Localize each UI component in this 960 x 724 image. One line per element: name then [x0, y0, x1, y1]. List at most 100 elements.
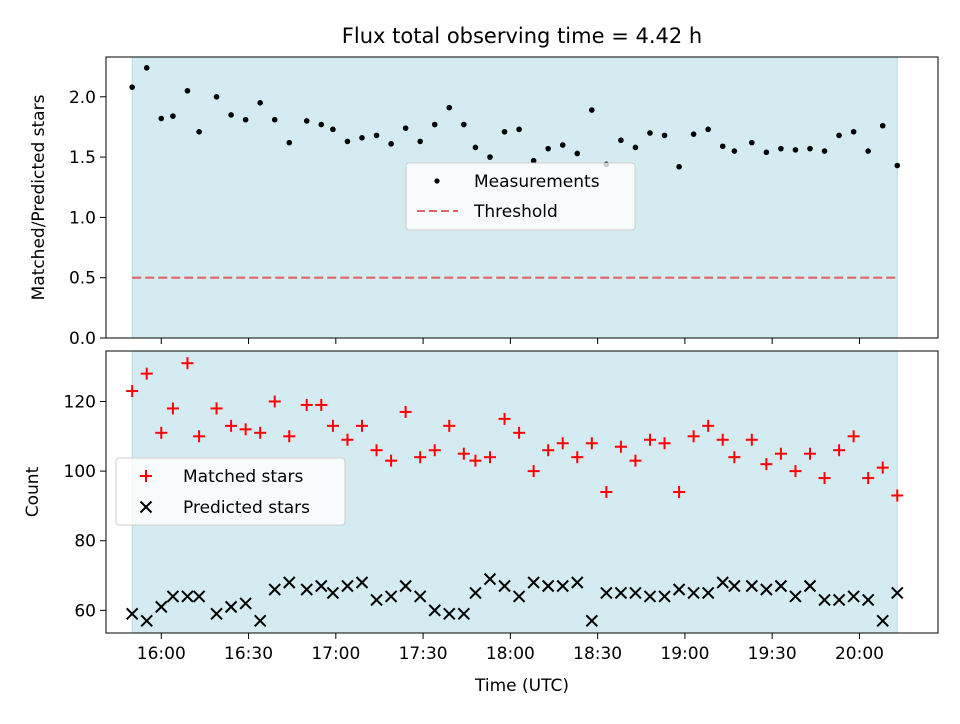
matched-star-point [673, 486, 686, 498]
measurement-point [143, 65, 150, 71]
x-marker-stroke [300, 583, 313, 596]
x-marker-stroke [469, 586, 482, 600]
predicted-star-point [614, 586, 628, 600]
y-tick-label: 1.0 [69, 208, 96, 228]
measurement-point [589, 107, 595, 113]
x-marker-stroke [571, 576, 584, 589]
ratio-legend: Measurements Threshold [405, 162, 636, 231]
x-marker-stroke [629, 586, 642, 600]
matched-star-point [527, 465, 540, 478]
matched-star-point [399, 405, 412, 418]
measurement-point [170, 113, 176, 119]
x-marker-stroke [614, 586, 628, 600]
predicted-star-point [571, 576, 584, 589]
measurement-point [344, 138, 351, 145]
predicted-star-point [789, 590, 802, 603]
predicted-star-point [341, 579, 354, 593]
predicted-star-point [585, 614, 599, 628]
predicted-star-point [818, 593, 831, 607]
matched-star-point [140, 367, 153, 380]
matched-star-point [716, 433, 729, 446]
matched-star-point [804, 447, 816, 460]
measurement-point [158, 115, 165, 122]
predicted-star-point [125, 607, 139, 621]
matched-star-point [326, 419, 339, 432]
x-marker-stroke [139, 500, 153, 514]
matched-stars-points [126, 357, 904, 502]
measurement-point [807, 145, 813, 152]
measurement-point [184, 87, 191, 94]
measurement-point [879, 122, 886, 129]
matched-star-point [644, 433, 656, 446]
x-marker-stroke [891, 586, 904, 600]
y-tick-label: 1.5 [69, 148, 96, 168]
predicted-star-point [483, 572, 497, 586]
predicted-star-point [283, 576, 296, 589]
matched-star-point [728, 451, 741, 464]
matched-star-point [600, 486, 613, 498]
predicted-star-point [326, 586, 340, 600]
ratio-legend-box [405, 162, 636, 231]
predicted-star-point [891, 586, 904, 600]
x-tick-label: 16:00 [137, 644, 186, 664]
predicted-star-point [253, 614, 267, 628]
measurement-point [778, 145, 784, 152]
matched-star-point [498, 412, 511, 425]
count-y-axis-label: Count [23, 466, 43, 517]
ratio-x-ticks [160, 338, 860, 344]
predicted-star-point [413, 590, 427, 603]
measurement-point [373, 132, 380, 139]
ratio-panel: 0.00.51.01.52.0 Matched/Predicted stars … [29, 56, 939, 349]
matched-star-point [469, 454, 482, 467]
x-marker-stroke [457, 607, 471, 621]
predicted-star-point [355, 576, 369, 589]
count-panel-frame [105, 350, 939, 634]
x-marker-stroke [876, 614, 889, 628]
predicted-star-point [239, 597, 252, 610]
measurement-point [417, 138, 423, 145]
matched-star-point [155, 426, 168, 439]
measurement-point [228, 112, 234, 118]
matched-star-point [225, 419, 238, 432]
matched-star-point [687, 430, 700, 443]
count-x-ticks: 16:00 16:30 17:00 17:30 18:00 18:30 19:00 19:30… [137, 633, 884, 664]
measurement-point [359, 135, 365, 141]
measurement-point [431, 121, 438, 128]
x-marker-stroke [155, 600, 168, 614]
measurement-point [487, 154, 493, 160]
measurement-point [763, 149, 770, 156]
predicted-star-point [643, 590, 657, 603]
predicted-star-point [745, 579, 759, 593]
predicted-star-point [728, 579, 741, 593]
measurement-point [545, 145, 551, 152]
measurement-point [286, 139, 293, 146]
measurement-point [402, 125, 409, 131]
measurement-points [129, 65, 901, 170]
x-marker-stroke [847, 590, 860, 603]
ratio-y-ticks: 0.0 0.5 1.0 1.5 2.0 [69, 88, 106, 349]
figure-title: Flux total observing time = 4.42 h [342, 24, 702, 48]
predicted-star-point [140, 614, 153, 628]
predicted-star-point [512, 590, 526, 603]
matched-star-point [702, 419, 715, 432]
x-tick-label: 16:30 [224, 644, 273, 664]
matched-star-point [268, 395, 281, 408]
matched-star-point [760, 458, 773, 471]
matched-star-point [283, 430, 296, 443]
matched-star-point [341, 433, 354, 446]
x-marker-stroke [443, 607, 456, 621]
matched-star-point [789, 465, 802, 478]
legend-plus-glyph [140, 470, 152, 482]
predicted-star-point [556, 579, 569, 593]
measurement-point [618, 137, 624, 144]
x-marker-stroke [672, 583, 686, 596]
predicted-star-point [716, 576, 729, 589]
matched-star-point [629, 454, 642, 467]
measurement-point [271, 116, 278, 123]
matched-star-point [385, 454, 398, 467]
matched-star-point [166, 402, 179, 415]
predicted-star-point [300, 583, 313, 596]
x-marker-stroke [803, 579, 817, 593]
matched-star-point [443, 419, 456, 432]
